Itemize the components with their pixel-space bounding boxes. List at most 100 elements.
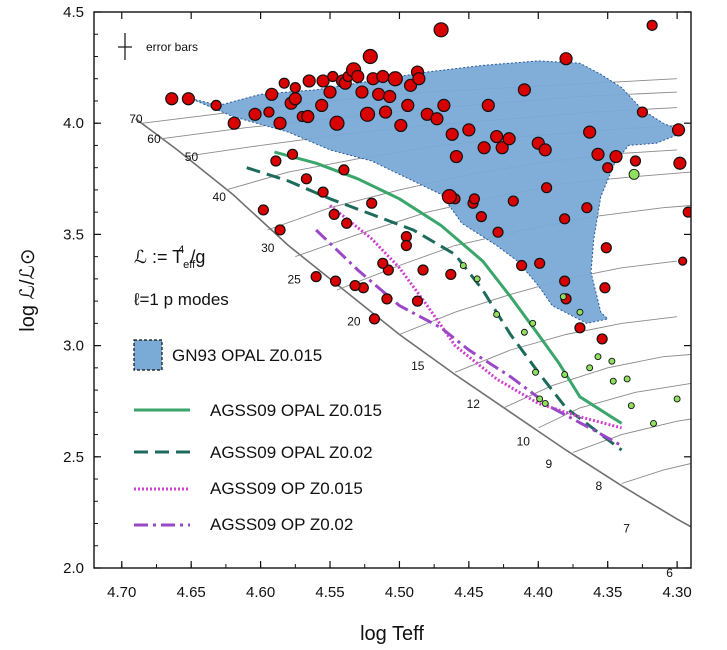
x-tick-label-5: 4.45 [454,584,483,601]
star-point-red-49 [495,141,509,155]
star-point-green-0 [628,168,640,180]
evolution-track-10 [538,382,691,429]
star-point-red-11 [289,82,301,94]
star-point-red-48 [490,129,504,144]
star-point-red-93 [274,224,286,236]
error-bar-sample [118,33,132,60]
y-tick-label-0: 2.0 [63,560,84,577]
mass-label-7: 7 [623,521,630,535]
y-tick-label-2: 3.0 [63,338,84,355]
star-point-red-105 [400,239,412,252]
star-point-red-54 [559,52,573,66]
star-point-red-19 [329,115,345,131]
evolution-track-11 [572,418,691,453]
legend-label-3: AGSS09 OP Z0.02 [210,515,353,534]
star-point-red-46 [477,141,491,155]
star-point-red-61 [646,19,658,31]
x-tick-label-8: 4.30 [663,584,692,601]
y-axis-ticks: 2.0 2.5 3.0 3.5 4.0 4.5 [63,4,691,577]
star-point-red-16 [316,74,330,88]
star-point-red-24 [351,69,365,84]
modes-annotation: ℓ=1 p modes [133,290,229,309]
legend-label-2: AGSS09 OP Z0.015 [210,479,363,498]
star-point-red-27 [362,48,378,65]
star-point-red-76 [541,182,553,194]
star-point-green-4 [608,357,616,365]
mass-labels: 70 60 50 40 30 25 20 15 12 10 9 8 7 6 [129,112,673,580]
star-point-red-7 [273,116,287,130]
star-point-red-5 [263,106,275,118]
mass-label-8: 8 [595,479,602,493]
star-point-red-85 [417,264,429,276]
legend-label-1: AGSS09 OPAL Z0.02 [210,443,373,462]
star-point-red-32 [383,89,397,104]
star-point-green-15 [650,419,657,427]
x-tick-label-7: 4.35 [593,584,622,601]
definition-tail: /g [190,247,205,267]
star-point-red-31 [378,105,393,119]
star-point-red-1 [181,92,196,106]
star-point-red-96 [286,148,299,160]
star-point-red-70 [574,322,586,334]
star-point-red-83 [441,188,458,205]
mass-label-30: 30 [261,241,275,255]
star-point-red-30 [376,69,390,84]
y-tick-label-5: 4.5 [63,4,84,21]
mass-label-25: 25 [288,272,302,286]
star-point-green-8 [520,328,528,336]
legend: GN93 OPAL Z0.015 AGSS09 OPAL Z0.015 AGSS… [133,339,382,534]
mass-label-15: 15 [411,359,425,373]
mass-label-12: 12 [467,397,481,411]
evolution-track-8 [454,316,678,373]
star-point-red-2 [210,99,222,112]
star-point-red-91 [329,275,342,287]
x-axis-ticks: 4.70 4.65 4.60 4.55 4.50 4.45 4.40 4.35 4.30 [107,12,692,601]
legend-shaded-label: GN93 OPAL Z0.015 [172,346,322,365]
star-point-red-65 [678,256,688,266]
mass-label-50: 50 [185,150,199,164]
star-point-green-3 [594,353,602,361]
star-point-red-88 [368,313,381,325]
star-point-red-29 [372,87,386,101]
zams-line [135,118,691,528]
star-point-green-6 [561,371,569,378]
star-point-green-1 [559,293,567,301]
star-point-red-64 [682,206,691,218]
star-point-red-100 [366,197,378,209]
star-point-red-17 [323,85,337,99]
x-tick-label-4: 4.50 [385,584,414,601]
star-point-red-6 [265,87,279,101]
star-point-green-2 [576,308,584,316]
star-point-green-12 [532,368,539,376]
x-axis-title: log Teff [360,623,424,645]
x-tick-label-6: 4.40 [524,584,553,601]
star-point-green-19 [673,395,681,403]
star-point-red-51 [517,83,531,97]
shaded-region-layer [191,60,686,324]
gn93-shaded-region [191,60,686,324]
star-point-red-41 [433,22,449,38]
star-point-red-50 [502,132,516,146]
star-point-red-106 [377,257,389,269]
evolution-track-7 [399,260,678,335]
mass-label-70: 70 [129,112,143,126]
star-point-red-78 [492,226,504,238]
star-point-red-98 [317,186,329,198]
star-point-red-58 [609,149,623,164]
points-layer [165,19,691,427]
star-point-red-87 [381,293,393,305]
star-point-red-42 [437,98,451,113]
star-point-red-86 [411,295,424,307]
star-point-red-45 [462,123,476,137]
star-point-red-0 [165,92,179,106]
evolution-track-9 [503,354,691,409]
series-line-3 [315,228,623,448]
star-point-green-9 [493,311,501,318]
star-point-red-73 [516,259,528,272]
star-point-red-56 [591,147,605,161]
star-point-red-94 [257,204,269,216]
star-point-red-4 [248,107,262,121]
star-point-red-13 [301,109,315,124]
y-axis-title: log ℒ/ℒ⊙ [17,248,39,331]
mass-label-20: 20 [347,315,361,329]
